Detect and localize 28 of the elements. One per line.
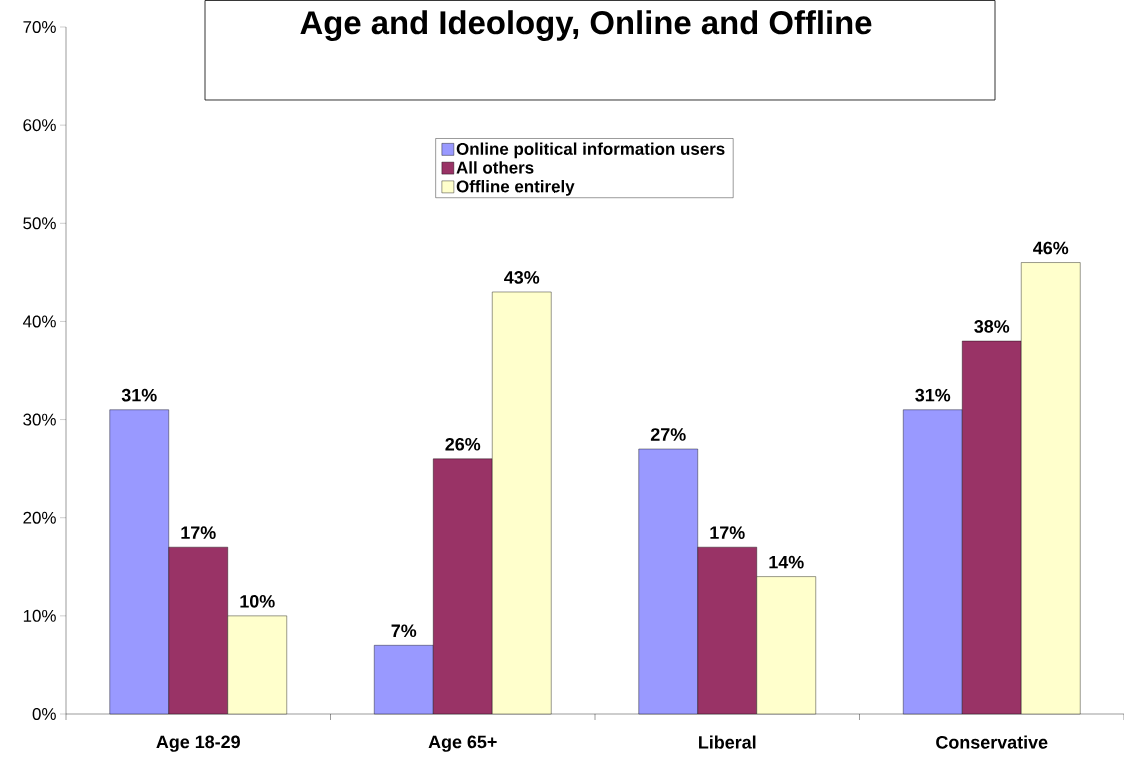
data-label: 7%	[391, 624, 417, 638]
chart-title: Age and Ideology, Online and Offline	[300, 10, 872, 41]
y-tick-label: 10%	[23, 609, 56, 622]
data-label: 46%	[1033, 241, 1069, 255]
data-label: 43%	[504, 271, 540, 284]
data-label: 26%	[445, 437, 481, 451]
x-tick-label: Age 18-29	[156, 735, 240, 752]
y-tick-label: 50%	[23, 217, 56, 230]
y-tick-label: 40%	[22, 315, 56, 328]
x-tick-label: Liberal	[699, 735, 756, 749]
y-tick-label: 0%	[32, 708, 56, 720]
legend-label: Online political information users	[456, 142, 725, 159]
data-label: 17%	[181, 526, 216, 539]
data-label: 17%	[710, 526, 745, 539]
data-label: 31%	[121, 388, 157, 402]
data-label: 10%	[240, 594, 275, 608]
y-tick-label: 70%	[23, 20, 56, 33]
y-tick-label: 30%	[23, 413, 56, 426]
data-label: 14%	[769, 555, 804, 569]
data-label: 27%	[650, 428, 686, 441]
data-label: 38%	[974, 320, 1010, 333]
y-tick-label: 20%	[23, 511, 56, 524]
x-tick-label: Age 65+	[428, 735, 497, 752]
legend-label: All others	[456, 161, 534, 174]
data-label: 31%	[915, 388, 951, 402]
y-tick-label: 60%	[23, 119, 56, 132]
legend-label: Offline entirely	[456, 179, 575, 196]
x-tick-label: Conservative	[936, 735, 1048, 749]
